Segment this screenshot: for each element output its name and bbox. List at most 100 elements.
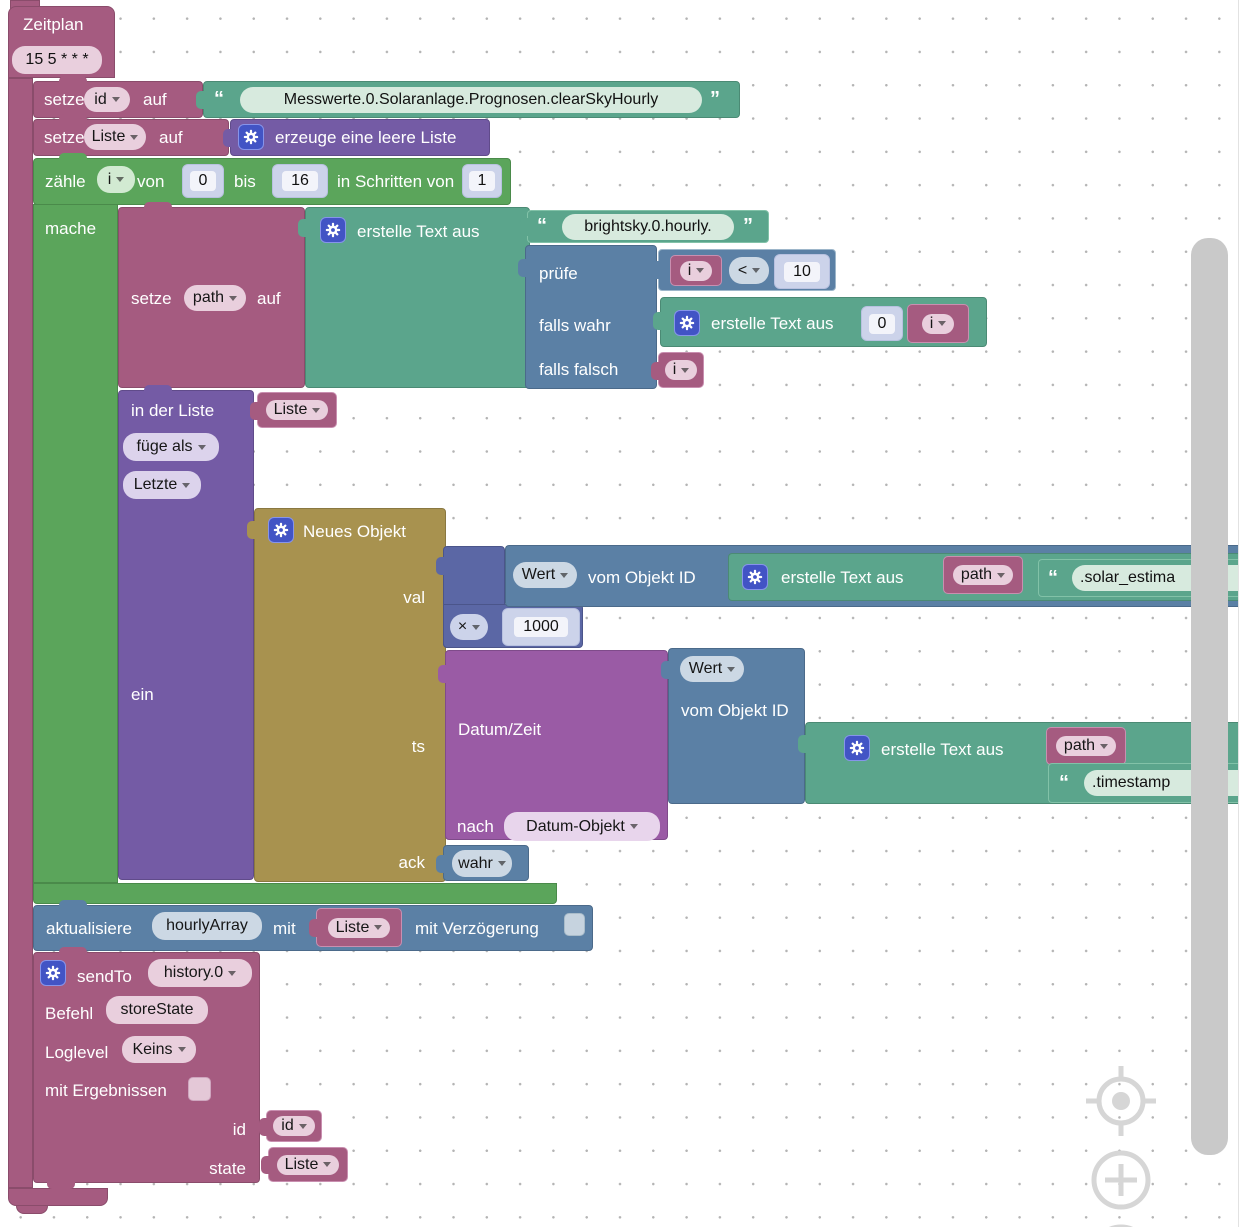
sendto-command-field[interactable]: storeState	[106, 996, 208, 1024]
list-insert-variable-block[interactable]: Liste	[250, 392, 337, 428]
compare-operator-dropdown[interactable]: <	[729, 257, 769, 284]
join-pad-zero-number[interactable]: 0	[861, 306, 903, 341]
sendto-instance-dropdown[interactable]: history.0	[148, 959, 252, 987]
zoom-in-icon	[1091, 1150, 1151, 1210]
loop-by-number[interactable]: 1	[462, 164, 502, 198]
list-insert-block[interactable]: in der Liste ein	[118, 385, 254, 880]
text-block-connector	[196, 91, 205, 109]
join-hourly-label: erstelle Text aus	[357, 222, 480, 241]
ack-connector	[436, 855, 445, 873]
sendto-id-label: id	[232, 1120, 246, 1139]
cron-rule-field[interactable]: 15 5 * * *	[12, 46, 102, 74]
vertical-scrollbar[interactable]	[1191, 238, 1228, 1155]
set-id-top-notch	[59, 76, 87, 83]
loop-to-number[interactable]: 16	[272, 164, 328, 198]
dropdown-arrow-icon	[323, 1162, 332, 1167]
count-loop-spine[interactable]: mache	[33, 204, 118, 883]
loop-top-notch	[59, 153, 87, 160]
join-pad-gear-icon[interactable]	[674, 310, 700, 336]
loop-variable-dropdown[interactable]: i	[97, 166, 135, 193]
sendto-id-connector	[259, 1118, 268, 1136]
sendto-block[interactable]: sendTo Befehl Loglevel mit Ergebnissen i…	[33, 947, 260, 1189]
else-variable-connector	[651, 362, 660, 380]
join-solar-label: erstelle Text aus	[781, 568, 904, 587]
sendto-results-label: mit Ergebnissen	[45, 1081, 167, 1100]
set-id-variable-dropdown[interactable]: id	[84, 87, 130, 112]
sendto-loglevel-label: Loglevel	[45, 1043, 109, 1062]
set-liste-top-notch	[59, 114, 87, 121]
join-hourly-gear-icon[interactable]	[320, 217, 346, 243]
dropdown-arrow-icon	[111, 97, 120, 102]
list-insert-top-notch	[144, 385, 172, 392]
ack-value-dropdown[interactable]: wahr	[452, 850, 512, 877]
get-value-attr-dropdown[interactable]: Wert	[513, 562, 577, 588]
else-variable-block[interactable]: i	[651, 352, 704, 388]
new-object-ts-key: ts	[411, 737, 425, 756]
sendto-state-label: state	[209, 1159, 246, 1178]
dropdown-arrow-icon	[681, 367, 690, 373]
join-pad-connector	[653, 312, 662, 330]
new-object-block[interactable]: Neues Objekt val ts ack	[247, 508, 446, 882]
multiply-factor-number[interactable]: 1000	[502, 608, 580, 646]
dropdown-arrow-icon	[130, 134, 139, 140]
then-keyword: falls wahr	[539, 316, 611, 335]
list-insert-item-label: ein	[131, 685, 154, 704]
dropdown-arrow-icon	[374, 925, 383, 930]
get-value-of-label: vom Objekt ID	[588, 568, 696, 587]
dropdown-arrow-icon	[752, 268, 761, 273]
if-block[interactable]: prüfe falls wahr falls falsch	[518, 245, 657, 389]
list-create-gear-icon[interactable]	[238, 124, 264, 150]
cron-block-spine[interactable]	[8, 78, 33, 1188]
update-delay-checkbox[interactable]	[564, 913, 585, 936]
list-create-block[interactable]: erzeuge eine leere Liste	[223, 119, 490, 156]
datetime-format-dropdown[interactable]: Datum-Objekt	[504, 812, 660, 841]
cron-title: Zeitplan	[23, 15, 84, 34]
update-object-field[interactable]: hourlyArray	[152, 912, 262, 940]
cron-block-foot	[8, 1188, 108, 1206]
compare-left-variable-block[interactable]: i	[670, 255, 722, 286]
datetime-label: Datum/Zeit	[458, 720, 542, 739]
join-ts-connector	[798, 735, 807, 753]
sendto-state-variable[interactable]: Liste	[261, 1147, 348, 1182]
set-path-block[interactable]: setze auf	[118, 202, 305, 388]
join-ts-path-variable[interactable]: path	[1046, 727, 1126, 765]
dropdown-arrow-icon	[312, 407, 321, 413]
loop-to-keyword: bis	[234, 172, 256, 191]
else-keyword: falls falsch	[539, 360, 619, 379]
join-solar-gear-icon[interactable]	[742, 564, 768, 590]
workspace-nav-controls[interactable]	[1058, 1048, 1188, 1227]
dropdown-arrow-icon	[497, 861, 506, 866]
sendto-results-checkbox[interactable]	[188, 1077, 211, 1101]
multiply-operator-dropdown[interactable]: ×	[450, 614, 488, 640]
dropdown-arrow-icon	[177, 1047, 186, 1052]
new-object-connector	[247, 521, 256, 539]
hourly-text-field[interactable]: brightsky.0.hourly.	[562, 214, 734, 240]
datetime-block[interactable]: Datum/Zeit nach	[438, 650, 668, 840]
list-insert-position-dropdown[interactable]: Letzte	[123, 471, 201, 499]
dropdown-arrow-icon	[727, 666, 736, 672]
new-object-gear-icon[interactable]	[268, 517, 294, 543]
text-connector	[520, 218, 529, 236]
set-liste-variable-dropdown[interactable]: Liste	[84, 124, 146, 150]
cron-block-foot-tab	[16, 1205, 48, 1214]
sendto-loglevel-dropdown[interactable]: Keins	[122, 1036, 196, 1063]
loop-from-number[interactable]: 0	[182, 164, 224, 198]
set-path-variable-dropdown[interactable]: path	[184, 285, 246, 311]
join-hourly-connector	[298, 219, 307, 237]
join-ts-gear-icon[interactable]	[844, 735, 870, 761]
center-view-icon	[1086, 1066, 1156, 1136]
get-time-attr-dropdown[interactable]: Wert	[680, 656, 744, 682]
multiply-connector	[436, 557, 445, 575]
sendto-gear-icon[interactable]	[40, 960, 66, 986]
id-value-text-field[interactable]: Messwerte.0.Solaranlage.Prognosen.clearS…	[240, 87, 702, 113]
sendto-label: sendTo	[77, 967, 132, 986]
list-insert-mode-dropdown[interactable]: füge als	[123, 433, 219, 461]
compare-right-number[interactable]: 10	[774, 254, 830, 289]
new-object-label: Neues Objekt	[303, 522, 406, 541]
join-pad-variable-block[interactable]: i	[907, 304, 969, 343]
new-object-ack-key: ack	[398, 853, 425, 872]
update-variable-block[interactable]: Liste	[309, 908, 402, 947]
sendto-id-variable[interactable]: id	[259, 1110, 322, 1142]
join-solar-path-variable[interactable]: path	[943, 556, 1023, 594]
